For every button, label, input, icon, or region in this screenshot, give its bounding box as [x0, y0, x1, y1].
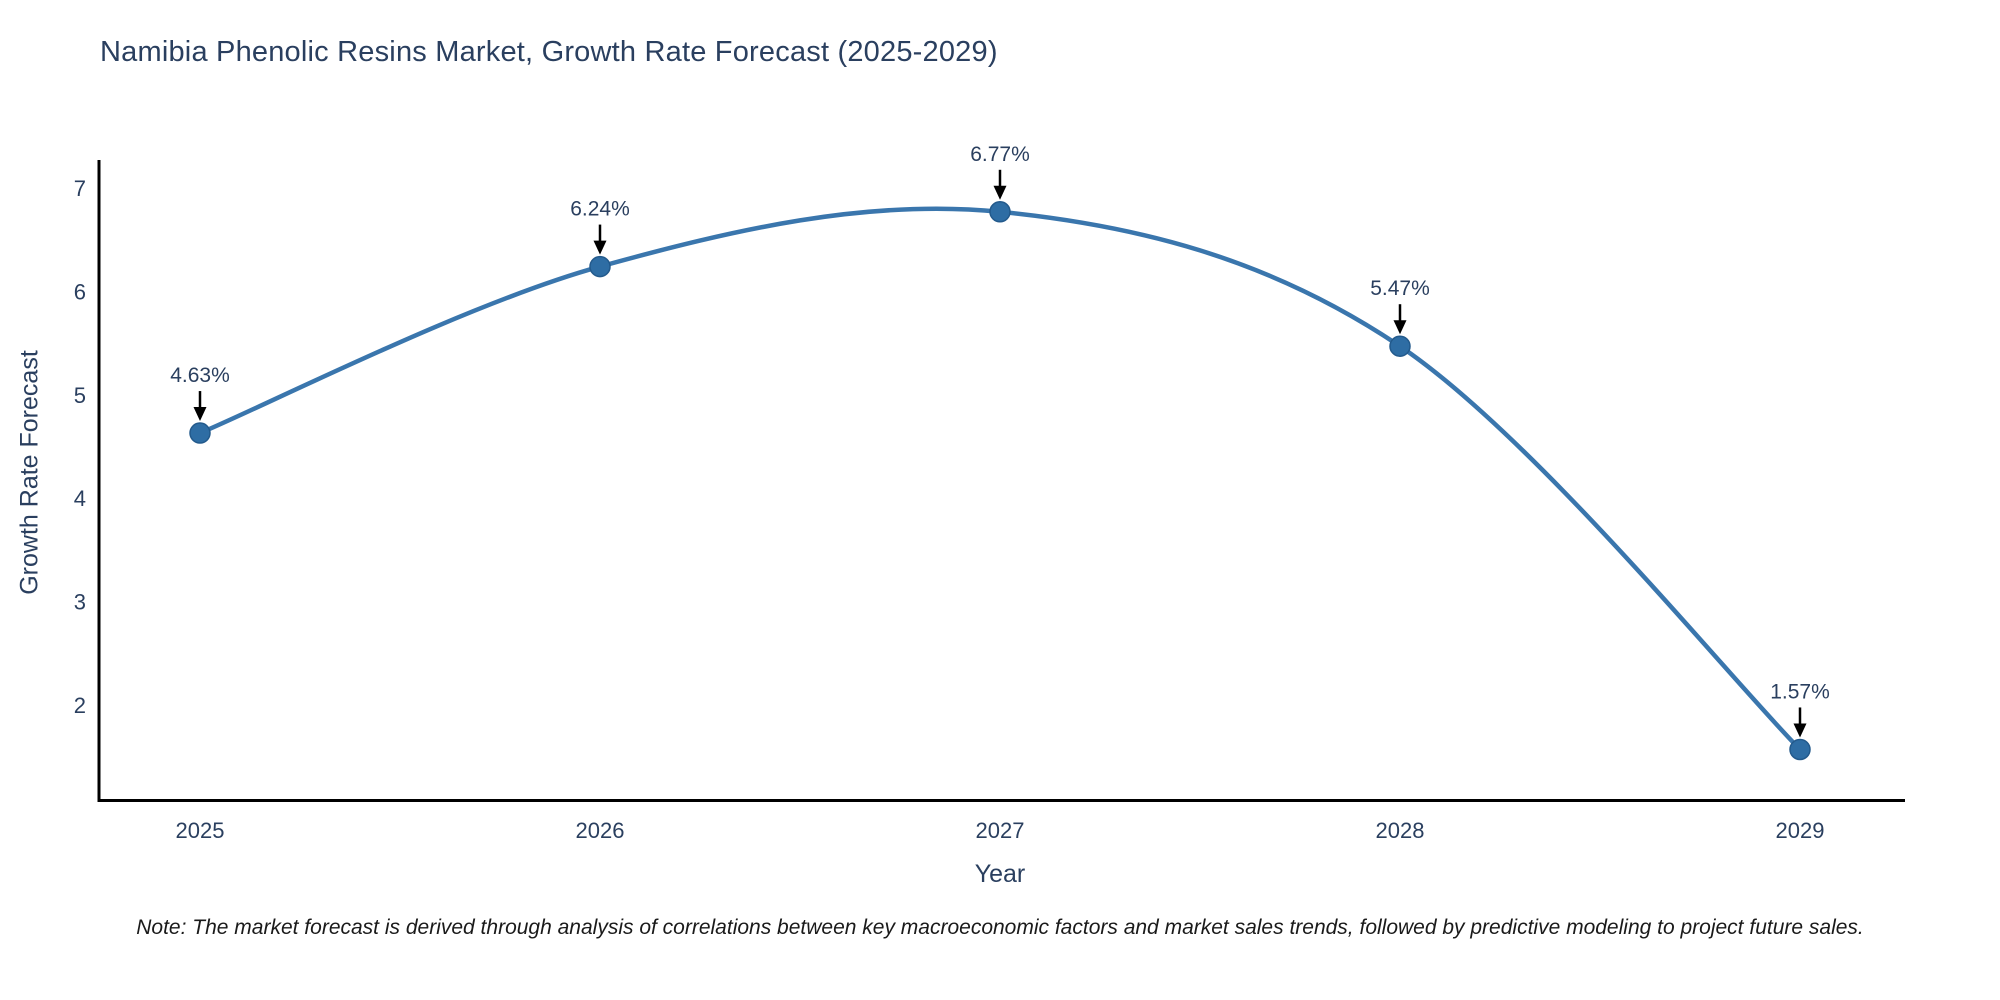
data-point[interactable] [189, 422, 211, 444]
footnote: Note: The market forecast is derived thr… [136, 916, 1864, 939]
annotation-arrow-head [1393, 320, 1407, 335]
y-axis-tick-label: 3 [74, 590, 86, 615]
point-value-label: 6.24% [570, 198, 630, 221]
data-point[interactable] [1789, 738, 1811, 761]
data-point[interactable] [989, 201, 1011, 223]
annotation-arrow-head [1793, 723, 1807, 738]
x-axis-tick-label: 2028 [1376, 818, 1425, 843]
y-axis-tick-label: 6 [74, 279, 86, 304]
x-axis-tick-label: 2029 [1776, 818, 1825, 843]
x-axis-tick-label: 2026 [576, 818, 625, 843]
point-value-label: 6.77% [970, 143, 1030, 166]
data-point[interactable] [589, 255, 611, 278]
point-value-label: 1.57% [1770, 680, 1830, 703]
point-value-label: 5.47% [1370, 277, 1430, 300]
y-axis-tick-label: 4 [74, 486, 86, 511]
y-axis-tick-label: 2 [74, 693, 86, 718]
point-value-label: 4.63% [170, 364, 230, 387]
y-axis-tick-label: 5 [74, 383, 86, 408]
x-axis-tick-label: 2027 [976, 818, 1025, 843]
annotation-arrow-head [193, 407, 207, 422]
x-axis-tick-label: 2025 [176, 818, 225, 843]
axis-spines [97, 160, 1905, 802]
chart-title: Namibia Phenolic Resins Market, Growth R… [100, 36, 998, 68]
annotation-arrow-head [993, 185, 1007, 200]
trace-line [197, 206, 1803, 752]
annotation-arrow-head [593, 240, 607, 255]
x-axis-title: Year [974, 860, 1026, 888]
data-point[interactable] [1389, 335, 1411, 357]
y-axis-tick-label: 7 [74, 176, 86, 201]
